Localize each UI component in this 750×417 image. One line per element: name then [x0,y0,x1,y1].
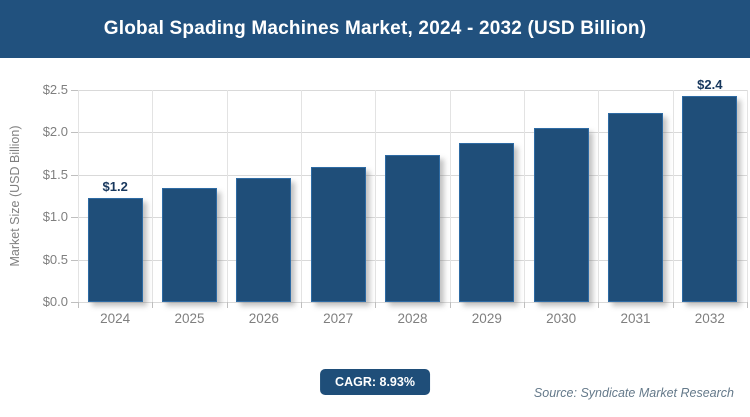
title-banner: Global Spading Machines Market, 2024 - 2… [0,0,750,58]
gridline-vertical [598,90,600,302]
y-tick-label: $0.5 [42,251,68,267]
bar [385,155,440,302]
y-axis-tick [71,259,78,261]
x-axis-tick [375,302,377,308]
x-axis-tick [598,302,600,308]
value-label: $1.2 [102,178,128,194]
gridline-vertical [226,90,228,302]
y-tick-label: $2.0 [42,124,68,140]
gridline-vertical [301,90,302,302]
y-tick-label: $0.0 [42,294,68,309]
gridline-vertical [375,90,377,302]
gridline-vertical [524,90,525,302]
bar [459,142,515,302]
x-tick-label: 2028 [397,311,428,326]
x-axis-tick [747,302,748,308]
y-axis-tick [71,174,78,176]
y-axis-tick [71,90,78,91]
y-tick-label: $2.5 [42,82,68,97]
chart-title: Global Spading Machines Market, 2024 - 2… [103,18,647,39]
bar [608,112,663,302]
gridline-horizontal [78,302,747,303]
x-tick-label: 2025 [174,311,205,326]
gridline-vertical [672,90,674,302]
bar [310,167,366,302]
cagr-badge: CAGR: 8.93% [320,369,430,395]
x-tick-label: 2029 [471,311,502,326]
cagr-badge-label: CAGR: 8.93% [335,375,415,389]
bar [87,197,143,302]
x-tick-label: 2030 [546,311,577,326]
x-axis-tick [524,302,525,308]
y-axis-title: Market Size (USD Billion) [8,125,22,267]
x-axis-tick [672,302,674,308]
value-label: $2.4 [697,76,723,92]
bar [236,178,292,302]
x-axis-tick [78,302,79,308]
x-axis-tick [301,302,302,308]
bar [533,128,589,302]
gridline-vertical [78,90,79,302]
source-credit: Source: Syndicate Market Research [533,386,734,400]
x-tick-label: 2026 [248,311,279,326]
x-axis-tick [226,302,228,308]
gridline-horizontal [78,132,747,134]
bar [162,188,217,302]
bar [682,95,738,302]
gridline-vertical [152,90,154,302]
gridline-vertical [747,90,748,302]
x-tick-label: 2031 [620,311,651,326]
y-axis-tick [71,302,78,303]
x-tick-label: 2032 [694,311,725,326]
y-axis-tick [71,132,78,134]
x-tick-label: 2027 [323,311,354,326]
y-axis-tick [71,217,78,219]
y-tick-label: $1.5 [42,166,68,182]
gridline-vertical [449,90,451,302]
x-axis-tick [152,302,154,308]
x-tick-label: 2024 [100,311,131,326]
y-tick-label: $1.0 [42,209,68,225]
x-axis-tick [449,302,451,308]
gridline-horizontal [78,90,747,91]
